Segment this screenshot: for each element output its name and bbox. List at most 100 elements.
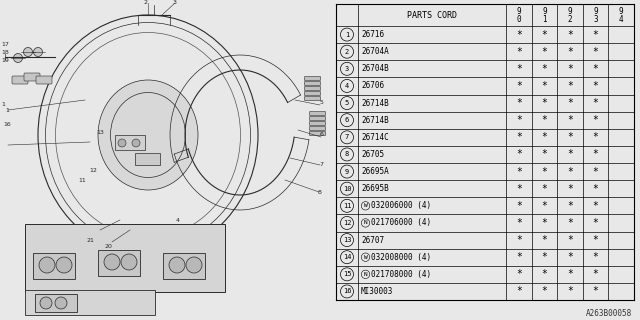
Text: *: * — [593, 235, 598, 245]
Text: 2: 2 — [143, 0, 147, 4]
FancyBboxPatch shape — [36, 76, 52, 84]
Text: 032006000 (4): 032006000 (4) — [371, 201, 431, 210]
Text: *: * — [541, 269, 547, 279]
Text: *: * — [541, 201, 547, 211]
Text: *: * — [593, 47, 598, 57]
Text: *: * — [567, 47, 573, 57]
Text: 26695A: 26695A — [361, 167, 388, 176]
Text: *: * — [567, 269, 573, 279]
Circle shape — [39, 257, 55, 273]
Text: 3: 3 — [593, 14, 598, 23]
Text: 8: 8 — [318, 190, 322, 196]
Text: *: * — [516, 218, 522, 228]
Circle shape — [132, 139, 140, 147]
Text: *: * — [541, 149, 547, 159]
Text: *: * — [567, 218, 573, 228]
Text: 9: 9 — [593, 6, 598, 15]
Text: 9: 9 — [345, 169, 349, 175]
FancyBboxPatch shape — [305, 97, 321, 100]
FancyBboxPatch shape — [12, 76, 28, 84]
Text: *: * — [516, 235, 522, 245]
FancyBboxPatch shape — [310, 111, 326, 116]
Text: *: * — [593, 115, 598, 125]
FancyBboxPatch shape — [24, 73, 40, 81]
Text: *: * — [541, 252, 547, 262]
Circle shape — [33, 47, 42, 57]
Text: 1: 1 — [345, 32, 349, 37]
Text: *: * — [516, 149, 522, 159]
Text: *: * — [541, 98, 547, 108]
Ellipse shape — [98, 80, 198, 190]
Text: *: * — [567, 235, 573, 245]
Text: 7: 7 — [319, 163, 323, 167]
Text: *: * — [567, 252, 573, 262]
Text: 2: 2 — [568, 14, 572, 23]
Text: 18: 18 — [1, 50, 9, 54]
Text: *: * — [541, 115, 547, 125]
Text: 4: 4 — [345, 83, 349, 89]
Text: 6: 6 — [320, 132, 324, 138]
Text: 4: 4 — [619, 14, 623, 23]
Text: *: * — [593, 167, 598, 177]
Text: *: * — [541, 184, 547, 194]
Text: 032008000 (4): 032008000 (4) — [371, 253, 431, 262]
Text: *: * — [516, 252, 522, 262]
Text: *: * — [567, 286, 573, 296]
Text: *: * — [567, 98, 573, 108]
FancyBboxPatch shape — [305, 82, 321, 85]
Text: *: * — [516, 167, 522, 177]
FancyBboxPatch shape — [115, 135, 145, 150]
Circle shape — [104, 254, 120, 270]
Text: W: W — [364, 255, 367, 260]
Text: 14: 14 — [343, 254, 351, 260]
Text: 11: 11 — [78, 178, 86, 182]
Text: *: * — [593, 132, 598, 142]
Circle shape — [56, 257, 72, 273]
Text: *: * — [567, 201, 573, 211]
Text: 26714C: 26714C — [361, 133, 388, 142]
Text: *: * — [567, 167, 573, 177]
FancyBboxPatch shape — [305, 92, 321, 95]
Text: 3: 3 — [345, 66, 349, 72]
Bar — [25, 224, 225, 292]
Text: 20: 20 — [104, 244, 112, 250]
Text: *: * — [541, 64, 547, 74]
Text: 4: 4 — [176, 218, 180, 222]
Text: 12: 12 — [343, 220, 351, 226]
Text: *: * — [593, 81, 598, 91]
FancyBboxPatch shape — [305, 76, 321, 81]
Text: *: * — [516, 269, 522, 279]
Text: *: * — [567, 29, 573, 40]
Text: 26714B: 26714B — [361, 99, 388, 108]
FancyBboxPatch shape — [310, 126, 326, 131]
Text: 12: 12 — [89, 169, 97, 173]
FancyBboxPatch shape — [35, 294, 77, 312]
Text: A263B00058: A263B00058 — [586, 309, 632, 318]
Text: 9: 9 — [542, 6, 547, 15]
Text: *: * — [567, 115, 573, 125]
Text: 13: 13 — [343, 237, 351, 243]
Text: *: * — [567, 64, 573, 74]
Text: 19: 19 — [1, 58, 9, 62]
FancyBboxPatch shape — [33, 253, 75, 279]
Text: 1: 1 — [1, 102, 5, 108]
Circle shape — [121, 254, 137, 270]
Text: 16: 16 — [3, 122, 11, 126]
Text: *: * — [516, 286, 522, 296]
Text: *: * — [541, 167, 547, 177]
Text: *: * — [541, 286, 547, 296]
Text: 021708000 (4): 021708000 (4) — [371, 270, 431, 279]
Text: 9: 9 — [619, 6, 623, 15]
Text: *: * — [567, 81, 573, 91]
Text: *: * — [593, 286, 598, 296]
Text: 17: 17 — [1, 43, 9, 47]
Text: W: W — [364, 203, 367, 208]
Text: *: * — [593, 201, 598, 211]
Text: *: * — [593, 269, 598, 279]
Text: 5: 5 — [319, 100, 323, 105]
Text: MI30003: MI30003 — [361, 287, 394, 296]
Text: *: * — [516, 201, 522, 211]
Text: *: * — [593, 29, 598, 40]
FancyBboxPatch shape — [163, 253, 205, 279]
Circle shape — [55, 297, 67, 309]
